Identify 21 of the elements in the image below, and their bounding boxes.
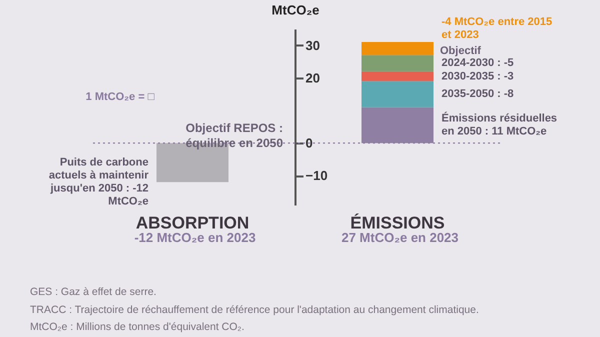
- y-tick-label: 0: [306, 136, 313, 151]
- text: -12 MtCO₂e en 2023: [134, 230, 256, 245]
- y-tick-label: 20: [306, 70, 320, 86]
- series-label: 2035-2050 : -8: [442, 88, 514, 100]
- text: GES : Gaz à effet de serre.: [30, 286, 156, 298]
- text: TRACC : Trajectoire de réchauffement de référence pour l'adaptation au changement climatique.: [30, 304, 479, 316]
- series-label: Puits de carbone actuels à maintenir jusqu'en 2050 : -12 MtCO₂e: [48, 156, 150, 208]
- y-axis-title: MtCO₂e: [272, 2, 320, 18]
- series-label: Émissions résiduelles en 2050 : 11 MtCO₂e: [442, 112, 558, 138]
- x-tick-label: ABSORPTION: [136, 214, 250, 232]
- text: MtCO₂e : Millions de tonnes d'équivalent CO₂.: [30, 321, 244, 333]
- series-label: 2030-2035 : -3: [442, 70, 514, 82]
- series-label: -4 MtCO₂e entre 2015 et 2023: [442, 16, 552, 42]
- annotation: 1 MtCO₂e = □: [86, 91, 155, 103]
- y-tick-label: −10: [306, 168, 328, 184]
- y-tick-label: 30: [306, 38, 320, 53]
- x-tick-label: ÉMISSIONS: [350, 212, 445, 232]
- series-label: 2024-2030 : -5: [442, 57, 514, 70]
- text: 27 MtCO₂e en 2023: [341, 230, 459, 245]
- annotation: Objectif: [440, 45, 482, 57]
- ref-line-label: Objectif REPOS : équilibre en 2050: [186, 121, 284, 150]
